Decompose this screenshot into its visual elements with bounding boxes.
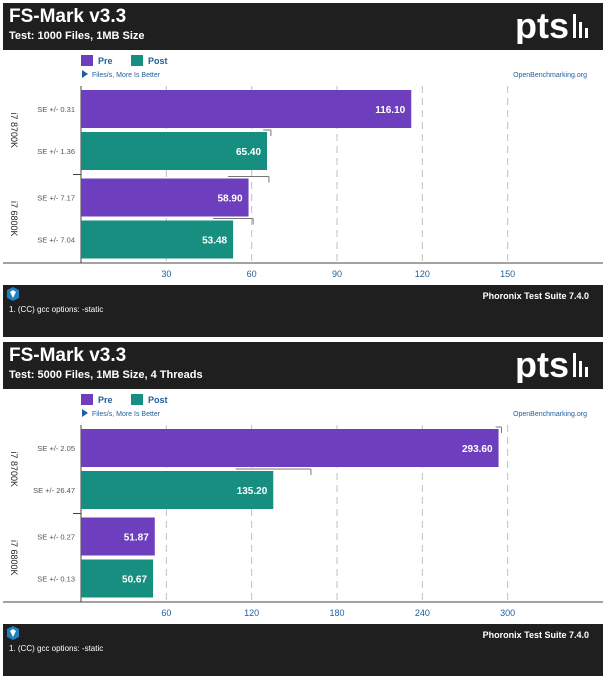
direction-note: Files/s, More Is Better bbox=[92, 72, 161, 79]
pts-logo: pts bbox=[515, 8, 588, 44]
legend-label-post: Post bbox=[148, 395, 168, 405]
chart-plot-2: Pre Post Files/s, More Is Better OpenBenchm… bbox=[3, 389, 603, 624]
bar-pre bbox=[81, 517, 155, 556]
chart-subtitle-1: Test: 1000 Files, 1MB Size bbox=[9, 30, 145, 42]
legend-swatch-post bbox=[131, 55, 143, 66]
bar-value-label: 116.10 bbox=[375, 105, 405, 116]
legend-label-pre: Pre bbox=[98, 395, 113, 405]
bar-value-label: 135.20 bbox=[237, 486, 268, 497]
bar-value-label: 53.48 bbox=[202, 236, 227, 247]
pts-mini-icon bbox=[7, 287, 19, 301]
direction-arrow-icon bbox=[82, 409, 88, 417]
bar-pre bbox=[81, 90, 412, 128]
direction-arrow-icon bbox=[82, 70, 88, 78]
x-tick-label: 90 bbox=[332, 269, 342, 279]
bar-post bbox=[81, 132, 268, 170]
se-label: SE +/- 0.31 bbox=[37, 105, 75, 114]
footer-suite-2: Phoronix Test Suite 7.4.0 bbox=[482, 630, 589, 640]
se-label: SE +/- 7.17 bbox=[37, 194, 75, 203]
chart-title-2: FS-Mark v3.3 bbox=[9, 345, 127, 366]
category-label: i7 8700K bbox=[9, 112, 19, 148]
footer-note-2: 1. (CC) gcc options: -static bbox=[9, 644, 104, 653]
svg-text:pts: pts bbox=[515, 347, 569, 383]
chart-panel-1: FS-Mark v3.3 Test: 1000 Files, 1MB Size … bbox=[3, 3, 603, 337]
chart-header-1: FS-Mark v3.3 Test: 1000 Files, 1MB Size … bbox=[3, 3, 603, 50]
x-tick-label: 60 bbox=[161, 608, 171, 618]
se-label: SE +/- 7.04 bbox=[37, 236, 75, 245]
x-tick-label: 120 bbox=[244, 608, 259, 618]
chart-title-1: FS-Mark v3.3 bbox=[9, 6, 127, 27]
x-tick-label: 180 bbox=[329, 608, 344, 618]
x-tick-label: 120 bbox=[415, 269, 430, 279]
chart-footer-2: Phoronix Test Suite 7.4.0 1. (CC) gcc op… bbox=[3, 624, 603, 676]
legend-label-post: Post bbox=[148, 56, 168, 66]
se-label: SE +/- 0.27 bbox=[37, 533, 75, 542]
bar-value-label: 51.87 bbox=[124, 533, 149, 544]
category-label: i7 8700K bbox=[9, 451, 19, 487]
source-label: OpenBenchmarking.org bbox=[513, 411, 587, 418]
bar-pre bbox=[81, 429, 499, 467]
chart-header-2: FS-Mark v3.3 Test: 5000 Files, 1MB Size,… bbox=[3, 342, 603, 389]
chart-plot-1: Pre Post Files/s, More Is Better OpenBenchm… bbox=[3, 50, 603, 285]
chart-footer-1: Phoronix Test Suite 7.4.0 1. (CC) gcc op… bbox=[3, 285, 603, 337]
bar-value-label: 293.60 bbox=[462, 444, 493, 455]
se-label: SE +/- 26.47 bbox=[33, 486, 75, 495]
chart-subtitle-2: Test: 5000 Files, 1MB Size, 4 Threads bbox=[9, 369, 203, 381]
bar-value-label: 65.40 bbox=[236, 147, 261, 158]
bar-post bbox=[81, 220, 234, 259]
source-label: OpenBenchmarking.org bbox=[513, 72, 587, 79]
se-label: SE +/- 2.05 bbox=[37, 444, 75, 453]
se-label: SE +/- 0.13 bbox=[37, 575, 75, 584]
legend-label-pre: Pre bbox=[98, 56, 113, 66]
footer-note-1: 1. (CC) gcc options: -static bbox=[9, 305, 104, 314]
x-tick-label: 300 bbox=[500, 608, 515, 618]
category-label: i7 6800K bbox=[9, 540, 19, 576]
bar-pre bbox=[81, 178, 249, 217]
bar-value-label: 50.67 bbox=[122, 575, 147, 586]
svg-text:pts: pts bbox=[515, 8, 569, 44]
legend-swatch-pre bbox=[81, 55, 93, 66]
bar-value-label: 58.90 bbox=[218, 194, 243, 205]
chart-panel-2: FS-Mark v3.3 Test: 5000 Files, 1MB Size,… bbox=[3, 342, 603, 676]
x-tick-label: 30 bbox=[161, 269, 171, 279]
footer-suite-1: Phoronix Test Suite 7.4.0 bbox=[482, 291, 589, 301]
x-tick-label: 240 bbox=[415, 608, 430, 618]
se-label: SE +/- 1.36 bbox=[37, 147, 75, 156]
legend-swatch-post bbox=[131, 394, 143, 405]
bar-post bbox=[81, 471, 274, 509]
category-label: i7 6800K bbox=[9, 201, 19, 237]
legend-swatch-pre bbox=[81, 394, 93, 405]
bar-post bbox=[81, 559, 154, 598]
x-tick-label: 60 bbox=[247, 269, 257, 279]
direction-note: Files/s, More Is Better bbox=[92, 411, 161, 418]
pts-logo: pts bbox=[515, 347, 588, 383]
x-tick-label: 150 bbox=[500, 269, 515, 279]
pts-mini-icon bbox=[7, 626, 19, 640]
